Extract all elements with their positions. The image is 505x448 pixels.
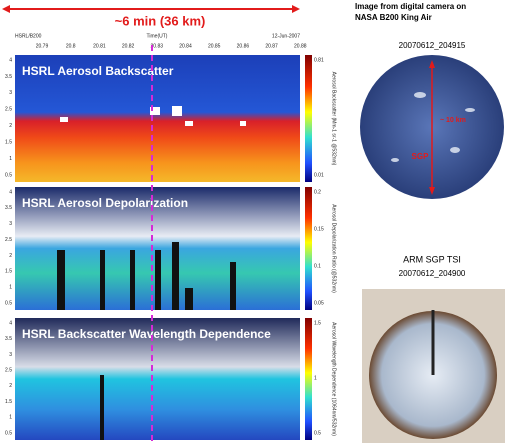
time-tick: 20.79 xyxy=(36,43,49,49)
y-tick: 3 xyxy=(9,90,12,96)
colorbar-tick: 0.2 xyxy=(314,189,321,195)
date: 12-Jun-2007 xyxy=(272,33,300,39)
time-tick: 20.86 xyxy=(237,43,250,49)
camera-caption-2: NASA B200 King Air xyxy=(355,13,432,22)
y-tick: 0.5 xyxy=(5,300,12,306)
panel-title: HSRL Aerosol Depolarization xyxy=(22,196,188,210)
colorbar-tick: 0.15 xyxy=(314,226,324,232)
tsi-timestamp: 20070612_204900 xyxy=(399,269,466,278)
span-label: ~6 min (36 km) xyxy=(115,13,206,28)
y-tick: 3.5 xyxy=(5,336,12,342)
colorbar-label: Aerosol Wavelength Dependence (1064nm/53… xyxy=(331,322,337,436)
colorbar-label: Aerosol Backscatter (Mm-1 sr-1 @532nm) xyxy=(331,72,337,166)
time-tick: 20.84 xyxy=(179,43,192,49)
panel-title: HSRL Backscatter Wavelength Dependence xyxy=(22,327,271,341)
panel-title: HSRL Aerosol Backscatter xyxy=(22,64,174,78)
y-tick: 1 xyxy=(9,415,12,421)
y-tick: 1.5 xyxy=(5,269,12,275)
colorbar-tick: 1 xyxy=(314,375,317,381)
cloud-shadow xyxy=(100,375,104,440)
time-tick: 20.87 xyxy=(265,43,278,49)
colorbar xyxy=(305,55,312,182)
time-label: Time(UT) xyxy=(147,33,168,39)
y-tick: 1 xyxy=(9,156,12,162)
colorbar xyxy=(305,318,312,440)
camera-caption-1: Image from digital camera on xyxy=(355,2,466,11)
y-tick: 3 xyxy=(9,221,12,227)
y-tick: 4 xyxy=(9,320,12,326)
y-tick: 2 xyxy=(9,253,12,259)
colorbar-tick: 0.05 xyxy=(314,300,324,306)
figure: ~6 min (36 km) HSRL/B200 Time(UT) 12-Jun… xyxy=(0,0,505,443)
tsi-caption: ARM SGP TSI xyxy=(403,254,461,264)
time-tick: 20.85 xyxy=(208,43,221,49)
scale-label: ~ 10 km xyxy=(440,117,466,124)
y-tick: 4 xyxy=(9,189,12,195)
colorbar-tick: 0.01 xyxy=(314,172,324,178)
colorbar xyxy=(305,187,312,310)
y-tick: 3.5 xyxy=(5,74,12,80)
y-tick: 4 xyxy=(9,57,12,63)
y-tick: 2 xyxy=(9,123,12,129)
colorbar-tick: 0.1 xyxy=(314,263,321,269)
site-label: SGP xyxy=(412,152,430,161)
y-tick: 1.5 xyxy=(5,139,12,145)
colorbar-tick: 0.81 xyxy=(314,57,324,63)
y-tick: 2.5 xyxy=(5,237,12,243)
y-tick: 0.5 xyxy=(5,172,12,178)
colorbar-label: Aerosol Depolarization Ratio (@532nm) xyxy=(331,204,337,293)
colorbar-tick: 1.5 xyxy=(314,320,321,326)
colorbar-tick: 0.5 xyxy=(314,430,321,436)
instrument: HSRL/B200 xyxy=(15,33,42,39)
y-tick: 3 xyxy=(9,352,12,358)
time-tick: 20.88 xyxy=(294,43,307,49)
y-tick: 2 xyxy=(9,383,12,389)
y-tick: 3.5 xyxy=(5,205,12,211)
y-tick: 1.5 xyxy=(5,399,12,405)
y-tick: 2.5 xyxy=(5,107,12,113)
time-tick: 20.81 xyxy=(93,43,106,49)
camera-timestamp: 20070612_204915 xyxy=(399,41,466,50)
time-tick: 20.82 xyxy=(122,43,135,49)
y-tick: 1 xyxy=(9,284,12,290)
y-tick: 2.5 xyxy=(5,367,12,373)
arrow-head xyxy=(292,5,300,13)
arrow-head xyxy=(2,5,10,13)
y-tick: 0.5 xyxy=(5,430,12,436)
time-tick: 20.8 xyxy=(66,43,76,49)
